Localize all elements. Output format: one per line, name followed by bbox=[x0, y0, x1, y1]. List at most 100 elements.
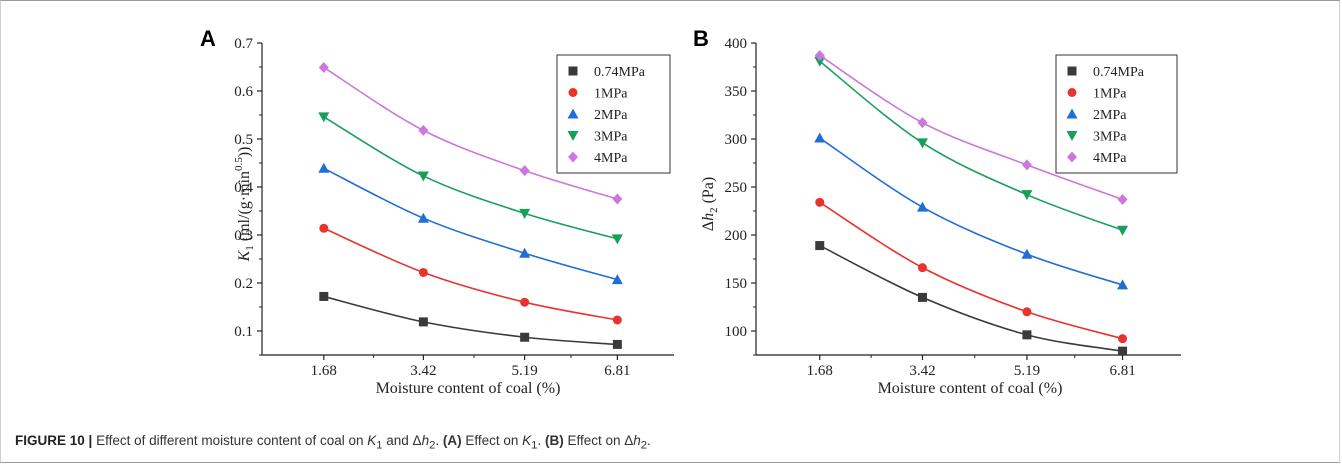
panel-a-series-line-2MPa bbox=[323, 167, 618, 281]
panel-b-point-3MPa bbox=[1117, 225, 1129, 236]
panel-a-point-1MPa bbox=[612, 315, 622, 325]
panel-a-point-4MPa bbox=[418, 124, 429, 136]
panel-a-point-2MPa bbox=[519, 247, 531, 258]
panel-b-ytick-label: 400 bbox=[725, 36, 748, 52]
panel-b-legend-marker-4MPa bbox=[1067, 151, 1077, 163]
panel-a-letter: A bbox=[200, 26, 216, 51]
panel-b-point-1MPa bbox=[815, 197, 825, 207]
panel-a-point-1MPa bbox=[319, 223, 329, 233]
panel-b-point-0.74MPa bbox=[815, 241, 825, 251]
panel-b-legend-label: 0.74MPa bbox=[1093, 65, 1145, 80]
panel-b-legend-marker-0.74MPa bbox=[1067, 66, 1077, 76]
panel-a-point-0.74MPa bbox=[319, 291, 329, 301]
panel-a-point-0.74MPa bbox=[612, 339, 622, 349]
panel-a-point-0.74MPa bbox=[520, 332, 530, 342]
panel-a-point-0.74MPa bbox=[418, 317, 428, 327]
panel-b-point-2MPa bbox=[916, 201, 928, 212]
panel-b-point-1MPa bbox=[1022, 307, 1032, 317]
panel-b-point-0.74MPa bbox=[1118, 346, 1128, 356]
panel-b-point-2MPa bbox=[814, 132, 826, 143]
panel-b-xtick-label: 3.42 bbox=[909, 363, 935, 379]
panel-b-xtick-label: 5.19 bbox=[1014, 363, 1040, 379]
panel-b-legend-marker-3MPa bbox=[1066, 131, 1078, 141]
panel-b-point-3MPa bbox=[1021, 190, 1033, 201]
panel-a-legend-label: 3MPa bbox=[594, 130, 628, 145]
panel-b-legend-label: 4MPa bbox=[1093, 151, 1127, 166]
panel-b-point-2MPa bbox=[1021, 248, 1033, 259]
panel-a-ytick-label: 0.4 bbox=[234, 180, 253, 196]
panel-a-point-2MPa bbox=[611, 274, 623, 285]
panel-b-point-0.74MPa bbox=[1022, 330, 1032, 340]
panel-a-point-3MPa bbox=[611, 234, 623, 245]
panel-a-point-3MPa bbox=[519, 208, 531, 219]
panel-b-plot: 100 150 200 250 300 350 400 1.68 3.42 5.19 6.81 0.7… bbox=[725, 36, 1181, 379]
panel-a-point-4MPa bbox=[318, 61, 329, 73]
panel-a-series-line-1MPa bbox=[323, 227, 618, 321]
panel-b-point-1MPa bbox=[917, 263, 927, 273]
panel-a-xlabel: Moisture content of coal (%) bbox=[376, 380, 561, 397]
panel-a-ytick-label: 0.6 bbox=[234, 84, 253, 100]
panel-a-legend-label: 1MPa bbox=[594, 87, 628, 102]
panel-b-point-4MPa bbox=[814, 49, 825, 61]
panel-b: B Δh2 (Pa) Moisture content of coal (%) … bbox=[693, 26, 1181, 397]
panel-b-letter: B bbox=[693, 26, 709, 51]
panel-b-xtick-label: 6.81 bbox=[1109, 363, 1135, 379]
panel-a-point-3MPa bbox=[318, 112, 330, 123]
panel-a-point-1MPa bbox=[418, 267, 428, 277]
panel-b-series-line-0.74MPa bbox=[819, 244, 1123, 352]
panel-b-point-1MPa bbox=[1118, 334, 1128, 344]
panel-a-series-line-4MPa bbox=[323, 66, 618, 200]
panel-a-ytick-label: 0.3 bbox=[234, 228, 253, 244]
panel-b-ytick-label: 250 bbox=[725, 180, 748, 196]
panel-a-point-3MPa bbox=[417, 171, 429, 182]
panel-b-xlabel: Moisture content of coal (%) bbox=[878, 380, 1063, 397]
panel-a-series-line-0.74MPa bbox=[323, 295, 618, 346]
panel-a-ylabel: K1 (ml/(g·min0.5)) bbox=[233, 147, 256, 263]
panel-a-legend-marker-3MPa bbox=[567, 131, 579, 141]
panel-a-legend-label: 2MPa bbox=[594, 108, 628, 123]
panel-a-xtick-label: 1.68 bbox=[311, 363, 337, 379]
panel-b-ylabel: Δh2 (Pa) bbox=[700, 177, 720, 231]
panel-a-ytick-label: 0.5 bbox=[234, 132, 253, 148]
panel-b-point-0.74MPa bbox=[917, 292, 927, 302]
panel-a-ytick-label: 0.2 bbox=[234, 276, 253, 292]
panel-b-ytick-label: 350 bbox=[725, 84, 748, 100]
panel-b-series-line-2MPa bbox=[819, 137, 1123, 286]
panel-a-point-2MPa bbox=[318, 162, 330, 173]
panel-b-legend-label: 3MPa bbox=[1093, 130, 1127, 145]
panel-b-xtick-label: 1.68 bbox=[807, 363, 833, 379]
panel-b-ytick-label: 300 bbox=[725, 132, 748, 148]
panel-b-series-line-1MPa bbox=[819, 201, 1123, 340]
panel-a-point-1MPa bbox=[520, 297, 530, 307]
figure-svg: A K1 (ml/(g·min0.5)) Moisture content of… bbox=[200, 26, 1181, 397]
panel-b-ytick-label: 100 bbox=[725, 324, 748, 340]
panel-b-series-line-4MPa bbox=[819, 54, 1123, 201]
panel-b-point-4MPa bbox=[1117, 193, 1128, 205]
panel-a-legend-marker-4MPa bbox=[568, 151, 578, 163]
panel-b-ytick-label: 150 bbox=[725, 276, 748, 292]
panel-b-point-4MPa bbox=[917, 117, 928, 129]
panel-a: A K1 (ml/(g·min0.5)) Moisture content of… bbox=[200, 26, 674, 397]
panel-b-point-3MPa bbox=[916, 138, 928, 149]
panel-a-legend-label: 4MPa bbox=[594, 151, 628, 166]
panel-b-legend-marker-1MPa bbox=[1067, 88, 1077, 97]
panel-a-xtick-label: 6.81 bbox=[604, 363, 630, 379]
panel-a-legend-marker-0.74MPa bbox=[568, 66, 578, 76]
panel-a-point-2MPa bbox=[417, 212, 429, 223]
panel-a-ytick-label: 0.7 bbox=[234, 36, 253, 52]
panel-b-legend-marker-2MPa bbox=[1066, 108, 1078, 119]
panel-a-legend-marker-2MPa bbox=[567, 108, 579, 119]
panel-b-point-4MPa bbox=[1021, 159, 1032, 171]
panel-b-legend-label: 2MPa bbox=[1093, 108, 1127, 123]
panel-a-xtick-label: 5.19 bbox=[512, 363, 538, 379]
panel-b-ytick-label: 200 bbox=[725, 228, 748, 244]
figure-caption: FIGURE 10 | Effect of different moisture… bbox=[15, 433, 651, 452]
panel-a-series-line-3MPa bbox=[323, 116, 618, 240]
panel-a-plot: 0.1 0.2 0.3 0.4 0.5 0.6 0.7 1.68 3.42 5.19 6.81 0.7… bbox=[234, 36, 674, 379]
panel-b-legend-label: 1MPa bbox=[1093, 87, 1127, 102]
panel-b-point-2MPa bbox=[1117, 279, 1129, 290]
panel-a-point-4MPa bbox=[612, 193, 623, 205]
panel-a-xtick-label: 3.42 bbox=[410, 363, 436, 379]
panel-a-legend-label: 0.74MPa bbox=[594, 65, 646, 80]
